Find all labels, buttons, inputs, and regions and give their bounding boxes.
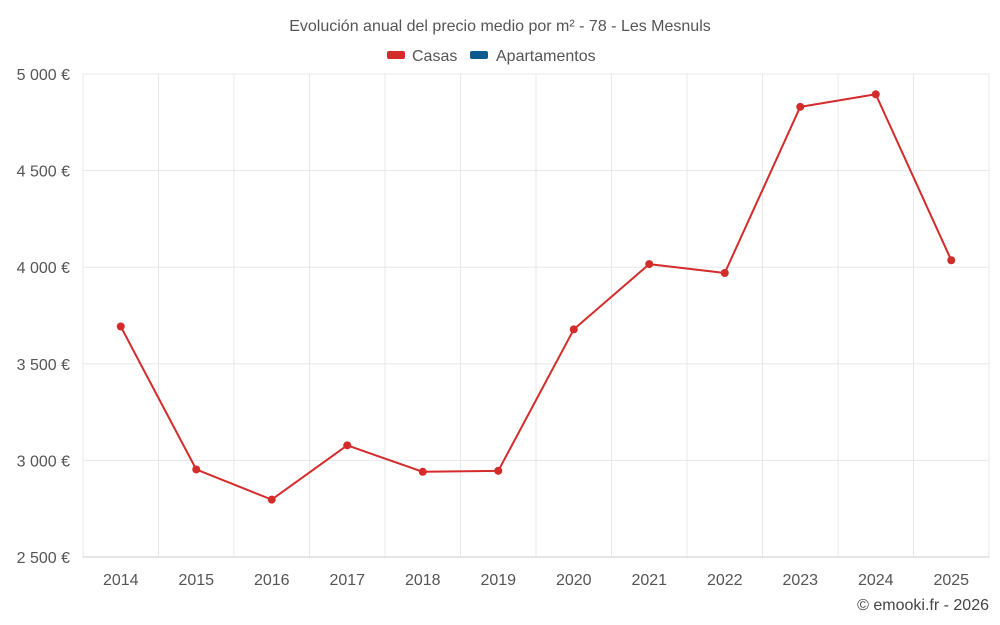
data-point[interactable] xyxy=(720,268,729,277)
series-line-casas xyxy=(119,93,953,501)
x-tick-label: 2025 xyxy=(933,572,969,589)
x-tick-label: 2018 xyxy=(405,572,441,589)
legend-item-casas[interactable]: Casas xyxy=(387,48,457,65)
x-tick-label: 2014 xyxy=(103,572,139,589)
y-tick-label: 4 500 € xyxy=(17,164,70,181)
data-point[interactable] xyxy=(267,495,276,504)
legend-swatch-apartamentos xyxy=(470,51,488,59)
x-tick-label: 2017 xyxy=(329,572,365,589)
y-tick-label: 3 500 € xyxy=(17,357,70,374)
y-tick-label: 3 000 € xyxy=(17,453,70,470)
x-gridlines xyxy=(82,74,990,557)
y-tick-label: 4 000 € xyxy=(17,260,70,277)
legend-label-casas: Casas xyxy=(412,48,457,65)
legend-item-apartamentos[interactable]: Apartamentos xyxy=(470,48,596,65)
data-point[interactable] xyxy=(494,466,503,475)
data-point[interactable] xyxy=(418,467,427,476)
legend[interactable]: Casas Apartamentos xyxy=(387,48,596,65)
data-point[interactable] xyxy=(796,102,805,111)
data-point[interactable] xyxy=(569,325,578,334)
chart-title: Evolución anual del precio medio por m² … xyxy=(289,18,711,35)
x-tick-label: 2021 xyxy=(631,572,667,589)
y-axis-tick-labels: 2 500 € 3 000 € 3 500 € 4 000 € 4 500 € 5 000… xyxy=(17,67,70,567)
x-tick-label: 2024 xyxy=(858,572,894,589)
series-casas xyxy=(116,90,956,504)
x-tick-label: 2020 xyxy=(556,572,592,589)
x-axis-tick-labels: 2014 2015 2016 2017 2018 2019 2020 2021 2022 2023… xyxy=(103,572,969,589)
data-point[interactable] xyxy=(116,322,125,331)
x-tick-label: 2022 xyxy=(707,572,743,589)
x-tick-label: 2016 xyxy=(254,572,290,589)
credit-text: © emooki.fr - 2026 xyxy=(857,597,989,614)
legend-swatch-casas xyxy=(387,51,405,59)
data-point[interactable] xyxy=(343,441,352,450)
data-point[interactable] xyxy=(645,260,654,269)
y-tick-label: 2 500 € xyxy=(17,550,70,567)
data-point[interactable] xyxy=(947,256,956,265)
x-tick-label: 2015 xyxy=(178,572,214,589)
data-point[interactable] xyxy=(192,465,201,474)
y-tick-label: 5 000 € xyxy=(17,67,70,84)
data-point[interactable] xyxy=(871,90,880,99)
x-tick-label: 2019 xyxy=(480,572,516,589)
legend-label-apartamentos: Apartamentos xyxy=(496,48,596,65)
x-tick-label: 2023 xyxy=(782,572,818,589)
